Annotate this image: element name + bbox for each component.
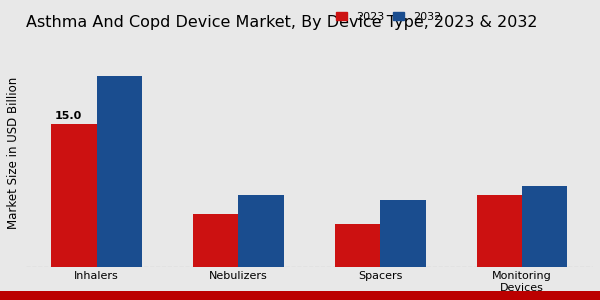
- Bar: [380, 200, 425, 267]
- Bar: [97, 76, 142, 267]
- Y-axis label: Market Size in USD Billion: Market Size in USD Billion: [7, 76, 20, 229]
- Bar: [193, 214, 238, 267]
- Bar: [335, 224, 380, 267]
- Bar: [522, 186, 567, 267]
- Bar: [476, 195, 522, 267]
- Text: Asthma And Copd Device Market, By Device Type, 2023 & 2032: Asthma And Copd Device Market, By Device…: [26, 15, 537, 30]
- Bar: [51, 124, 97, 267]
- Bar: [238, 195, 284, 267]
- Legend: 2023, 2032: 2023, 2032: [331, 8, 446, 26]
- Text: 15.0: 15.0: [55, 111, 82, 121]
